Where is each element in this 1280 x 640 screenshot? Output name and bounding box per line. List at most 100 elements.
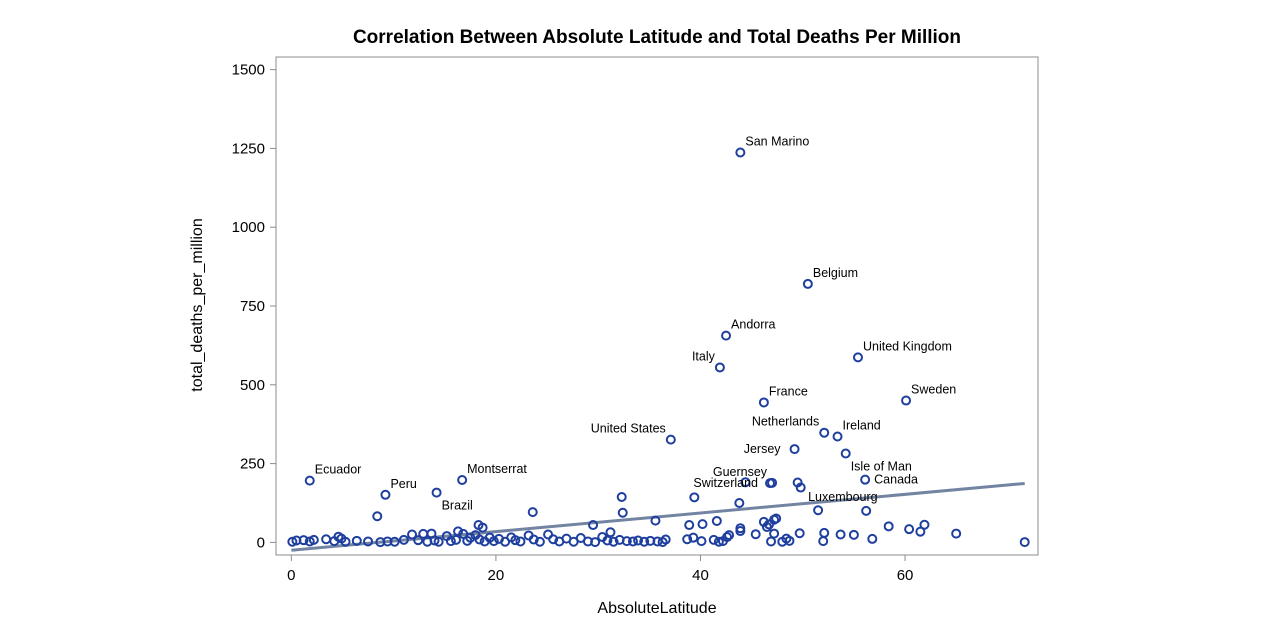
data-point	[602, 535, 613, 546]
x-tick-label: 20	[488, 567, 505, 584]
point-label: France	[769, 384, 808, 398]
data-point	[795, 482, 806, 493]
y-tick-label: 0	[257, 534, 265, 551]
data-point	[951, 528, 962, 539]
data-point	[665, 434, 676, 445]
data-point	[304, 475, 315, 486]
data-point	[714, 362, 725, 373]
data-point	[861, 505, 872, 516]
data-point	[527, 507, 538, 518]
data-point	[840, 448, 851, 459]
data-point	[711, 515, 722, 526]
y-tick-label: 750	[240, 298, 265, 315]
data-point	[451, 534, 462, 545]
data-point	[590, 537, 601, 548]
data-point	[721, 330, 732, 341]
data-point	[860, 474, 871, 485]
data-point	[534, 536, 545, 547]
data-point	[758, 397, 769, 408]
data-point	[548, 534, 559, 545]
point-label: Sweden	[911, 383, 956, 397]
data-point	[766, 536, 777, 547]
point-label: Canada	[874, 473, 918, 487]
data-point	[794, 528, 805, 539]
point-label: United States	[591, 422, 666, 436]
data-point	[321, 534, 332, 545]
data-point	[652, 536, 663, 547]
data-point	[722, 532, 733, 543]
data-point	[488, 536, 499, 547]
data-point	[433, 536, 444, 547]
data-point	[372, 511, 383, 522]
data-point	[713, 536, 724, 547]
x-tick-label: 40	[692, 567, 709, 584]
data-point	[883, 521, 894, 532]
y-axis: 0 250 500 750 1000 1250 1500	[232, 62, 276, 551]
data-point	[734, 497, 745, 508]
point-label: Montserrat	[467, 462, 527, 476]
point-label: Luxembourg	[808, 490, 878, 504]
data-point	[848, 529, 859, 540]
point-label: Isle of Man	[851, 460, 912, 474]
data-point	[608, 536, 619, 547]
data-point	[832, 431, 843, 442]
data-point	[769, 528, 780, 539]
data-point	[904, 524, 915, 535]
data-point	[474, 534, 485, 545]
y-tick-label: 250	[240, 456, 265, 473]
data-point	[789, 444, 800, 455]
y-axis-label: total_deaths_per_million	[189, 218, 206, 391]
point-label: Brazil	[442, 499, 473, 513]
point-label: Andorra	[731, 318, 776, 332]
data-point	[351, 535, 362, 546]
data-point	[684, 520, 695, 531]
data-point	[407, 529, 418, 540]
data-point	[639, 536, 650, 547]
data-point	[852, 352, 863, 363]
data-point	[682, 534, 693, 545]
data-point	[750, 529, 761, 540]
data-point	[413, 535, 424, 546]
data-point	[389, 536, 400, 547]
point-label: San Marino	[745, 135, 809, 149]
y-tick-label: 1500	[232, 62, 265, 79]
data-point	[867, 533, 878, 544]
y-tick-label: 500	[240, 377, 265, 394]
data-point	[650, 515, 661, 526]
y-tick-label: 1250	[232, 140, 265, 157]
data-point	[633, 535, 644, 546]
data-point	[813, 505, 824, 516]
point-label: Italy	[692, 349, 716, 363]
y-tick-label: 1000	[232, 219, 265, 236]
data-point	[380, 489, 391, 500]
point-label: Belgium	[813, 266, 858, 280]
data-point	[724, 530, 735, 541]
data-point	[915, 526, 926, 537]
data-point	[696, 536, 707, 547]
data-point	[708, 534, 719, 545]
data-point	[1019, 537, 1030, 548]
data-point	[688, 532, 699, 543]
point-label: Netherlands	[752, 415, 819, 429]
data-point	[901, 395, 912, 406]
data-point	[657, 537, 668, 548]
data-point	[819, 527, 830, 538]
data-point	[445, 536, 456, 547]
point-label: Switzerland	[693, 476, 758, 490]
data-point	[308, 534, 319, 545]
data-point	[819, 427, 830, 438]
data-point	[477, 522, 488, 533]
point-label: Peru	[390, 477, 416, 491]
point-label: Ireland	[843, 418, 881, 432]
data-point	[621, 536, 632, 547]
data-point	[761, 521, 772, 532]
point-label: Ecuador	[315, 463, 362, 477]
data-point	[363, 536, 374, 547]
x-axis: 0 20 40 60	[287, 555, 913, 584]
data-points	[287, 147, 1030, 548]
x-tick-label: 60	[897, 567, 914, 584]
data-point	[588, 520, 599, 531]
data-point	[740, 477, 751, 488]
data-point	[835, 529, 846, 540]
